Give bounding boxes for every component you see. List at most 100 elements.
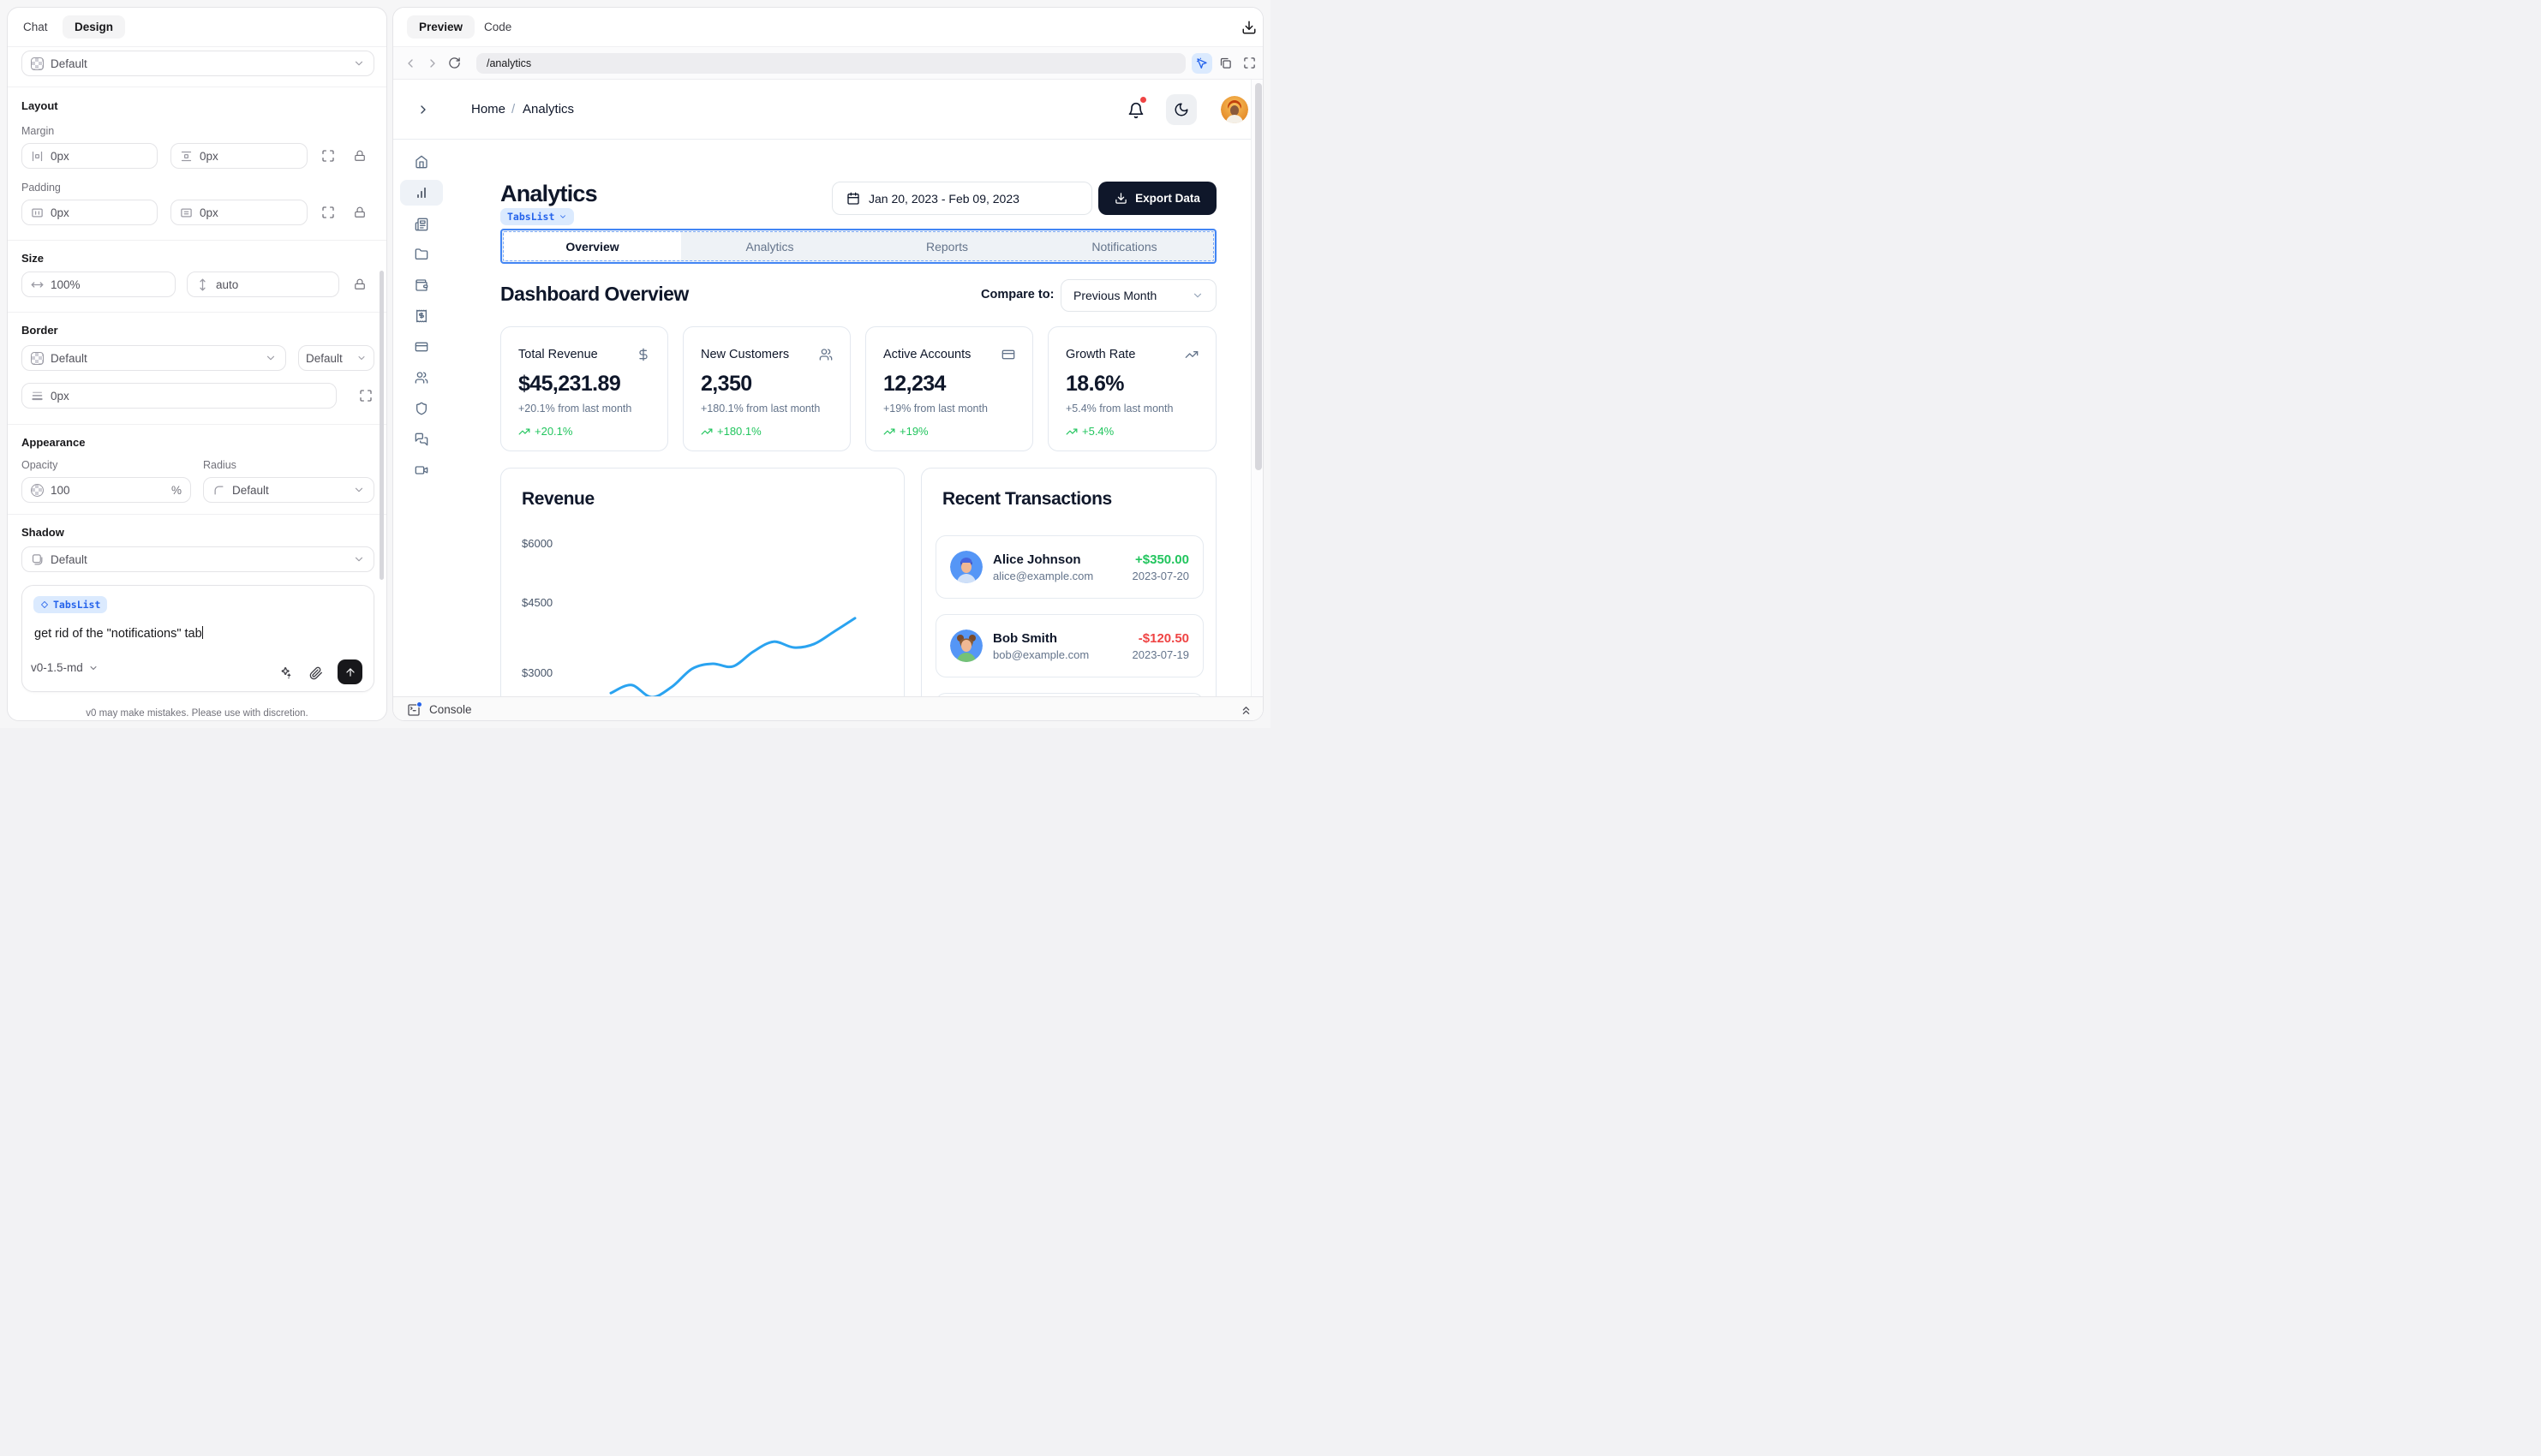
date-range-picker[interactable]: Jan 20, 2023 - Feb 09, 2023 [832, 182, 1092, 215]
prompt-composer[interactable]: TabsList get rid of the "notifications" … [21, 585, 374, 692]
refresh-icon[interactable] [448, 57, 461, 69]
shadow-select[interactable]: Default [21, 546, 374, 572]
chevron-down-icon [88, 663, 99, 673]
tab-analytics[interactable]: Analytics [745, 239, 794, 254]
sidebar-folder-icon[interactable] [415, 248, 428, 261]
sidebar-cards-icon[interactable] [415, 340, 428, 354]
sidebar-security-icon[interactable] [415, 402, 428, 415]
opacity-input[interactable]: 100 % [21, 477, 191, 503]
width-input[interactable]: 100% [21, 272, 176, 297]
tab-overview[interactable]: Overview [504, 232, 681, 260]
component-diamond-icon [40, 600, 49, 609]
inspect-mode-icon[interactable] [1192, 53, 1212, 74]
y-tick-3000: $3000 [522, 666, 553, 679]
border-section-title: Border [21, 324, 58, 337]
attach-file-icon[interactable] [309, 666, 323, 680]
transaction-row: Alice Johnson alice@example.com +$350.00… [936, 535, 1204, 599]
left-panel-scrollbar[interactable] [380, 271, 384, 580]
tab-code[interactable]: Code [484, 21, 512, 33]
size-lock-icon[interactable] [354, 278, 366, 290]
transaction-name: Alice Johnson [993, 552, 1081, 567]
section-heading: Dashboard Overview [500, 283, 689, 305]
disclaimer-text: v0 may make mistakes. Please use with di… [86, 708, 308, 719]
border-style-select[interactable]: Default [21, 345, 286, 371]
padding-expand-icon[interactable] [321, 206, 335, 219]
tab-reports[interactable]: Reports [925, 239, 969, 254]
sidebar-toggle-icon[interactable] [416, 103, 430, 116]
padding-x-input[interactable]: 0px [21, 200, 158, 225]
dark-mode-toggle[interactable] [1166, 94, 1197, 125]
sidebar-video-icon[interactable] [415, 463, 428, 477]
text-caret [201, 626, 204, 639]
tab-notifications[interactable]: Notifications [1091, 239, 1157, 254]
component-badge[interactable]: TabsList [500, 208, 575, 225]
copy-icon[interactable] [1219, 57, 1232, 69]
margin-x-input[interactable]: 0px [21, 143, 158, 169]
breadcrumb-home[interactable]: Home [471, 102, 506, 116]
border-width-input[interactable]: 0px [21, 383, 337, 409]
revenue-line-chart [609, 617, 857, 699]
appearance-section-title: Appearance [21, 436, 86, 449]
console-expand-icon[interactable] [1240, 704, 1253, 717]
viewport-scrollbar-track[interactable] [1251, 80, 1263, 720]
tab-chat[interactable]: Chat [23, 21, 48, 33]
fullscreen-icon[interactable] [1243, 57, 1256, 69]
breadcrumb-separator: / [511, 102, 516, 116]
console-bar[interactable]: Console [393, 696, 1263, 720]
trending-up-icon [701, 426, 713, 438]
breadcrumb-current: Analytics [523, 102, 575, 116]
model-select[interactable]: v0-1.5-md [31, 661, 99, 674]
border-width-icon [31, 390, 44, 403]
border-side-select[interactable]: Default [298, 345, 374, 371]
user-avatar[interactable] [1221, 96, 1248, 123]
left-panel-header: Chat Design [8, 8, 386, 47]
transaction-date: 2023-07-20 [1132, 569, 1190, 582]
theme-select[interactable]: Default [21, 51, 374, 76]
trending-up-icon [883, 426, 895, 438]
submit-prompt-button[interactable] [338, 659, 362, 684]
padding-y-input[interactable]: 0px [170, 200, 308, 225]
nav-forward-icon[interactable] [426, 57, 439, 70]
sidebar-analytics-icon[interactable] [415, 186, 428, 200]
y-tick-6000: $6000 [522, 537, 553, 550]
url-input[interactable]: /analytics [476, 53, 1186, 74]
chat-design-panel: Chat Design Default Layout Margin 0px 0p… [7, 7, 387, 721]
margin-lock-icon[interactable] [354, 150, 366, 162]
transactions-title: Recent Transactions [942, 489, 1112, 509]
sidebar-news-icon[interactable] [415, 218, 428, 231]
chevron-down-icon [559, 212, 567, 221]
download-icon[interactable] [1241, 20, 1257, 35]
sidebar-wallet-icon[interactable] [415, 278, 428, 292]
radius-select[interactable]: Default [203, 477, 374, 503]
selected-component-chip[interactable]: TabsList [33, 596, 108, 613]
margin-expand-icon[interactable] [321, 149, 335, 163]
sidebar-users-icon[interactable] [415, 371, 428, 385]
stat-card-active-accounts: Active Accounts 12,234 +19% from last mo… [865, 326, 1033, 451]
compare-label: Compare to: [981, 288, 1055, 301]
margin-y-input[interactable]: 0px [170, 143, 308, 169]
radius-label: Radius [203, 459, 236, 471]
percent-suffix: % [170, 483, 182, 497]
transaction-date: 2023-07-19 [1132, 647, 1190, 661]
compare-select[interactable]: Previous Month [1061, 279, 1217, 312]
radius-icon [212, 484, 225, 497]
sidebar-home-icon[interactable] [415, 155, 428, 169]
height-input[interactable]: auto [187, 272, 339, 297]
export-data-button[interactable]: Export Data [1098, 182, 1217, 215]
padding-lock-icon[interactable] [354, 206, 366, 218]
tab-design[interactable]: Design [63, 15, 126, 39]
tabs-list: Overview Analytics Reports Notifications [503, 231, 1214, 261]
viewport-scrollbar-thumb[interactable] [1255, 83, 1262, 470]
notifications-bell-icon[interactable] [1127, 102, 1145, 119]
nav-back-icon[interactable] [404, 57, 417, 70]
chevron-down-icon [353, 553, 365, 565]
padding-y-icon [180, 206, 193, 219]
sidebar-invoices-icon[interactable] [415, 309, 428, 323]
tab-preview[interactable]: Preview [407, 15, 475, 39]
prompt-input[interactable]: get rid of the "notifications" tab [34, 626, 204, 641]
theme-swatch-icon [31, 57, 44, 70]
sidebar-messages-icon[interactable] [415, 433, 428, 446]
border-corners-icon[interactable] [359, 389, 373, 403]
enhance-prompt-icon[interactable] [279, 666, 293, 680]
transaction-email: bob@example.com [993, 647, 1090, 661]
